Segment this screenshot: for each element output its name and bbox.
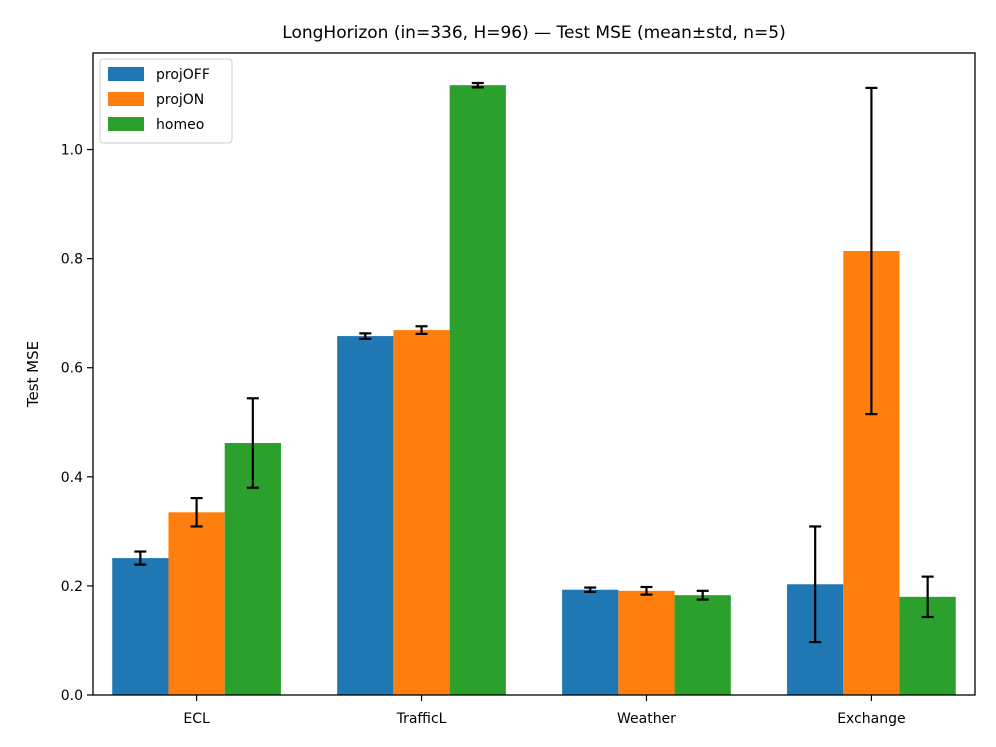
bar-projOFF-ecl — [112, 558, 169, 695]
legend-swatch-projON — [108, 92, 144, 106]
bar-projON-ecl — [168, 512, 225, 695]
y-tick-label: 1.0 — [61, 143, 83, 159]
y-tick-label: 0.4 — [61, 470, 83, 486]
x-tick-label: Exchange — [837, 711, 905, 727]
x-tick-label: TrafficL — [396, 711, 447, 727]
legend-swatch-projOFF — [108, 67, 144, 81]
y-tick-label: 0.0 — [61, 688, 83, 704]
bar-projON-weather — [618, 590, 675, 695]
legend-label-projOFF: projOFF — [156, 67, 210, 83]
bar-projON-trafficl — [393, 330, 450, 695]
bar-homeo-weather — [674, 595, 731, 695]
bars-group — [112, 85, 956, 695]
x-tick-label: ECL — [183, 711, 210, 727]
y-tick-label: 0.2 — [61, 579, 83, 595]
y-tick-label: 0.8 — [61, 252, 83, 268]
legend-label-projON: projON — [156, 92, 204, 108]
legend: projOFF projON homeo — [99, 58, 233, 144]
bar-homeo-trafficl — [449, 85, 506, 695]
legend-swatch-homeo — [108, 117, 144, 131]
y-tick-label: 0.6 — [61, 361, 83, 377]
legend-label-homeo: homeo — [156, 117, 204, 133]
chart-title: LongHorizon (in=336, H=96) — Test MSE (m… — [282, 23, 785, 43]
x-tick-label: Weather — [617, 711, 676, 727]
y-axis-label: Test MSE — [24, 341, 42, 408]
bar-projOFF-weather — [562, 589, 619, 695]
bar-projOFF-trafficl — [337, 336, 394, 695]
y-axis: 0.0 0.2 0.4 0.6 0.8 1.0 — [61, 143, 93, 704]
x-axis: ECL TrafficL Weather Exchange — [183, 695, 906, 727]
errorbars-group — [134, 81, 934, 644]
plot-frame — [92, 52, 976, 696]
